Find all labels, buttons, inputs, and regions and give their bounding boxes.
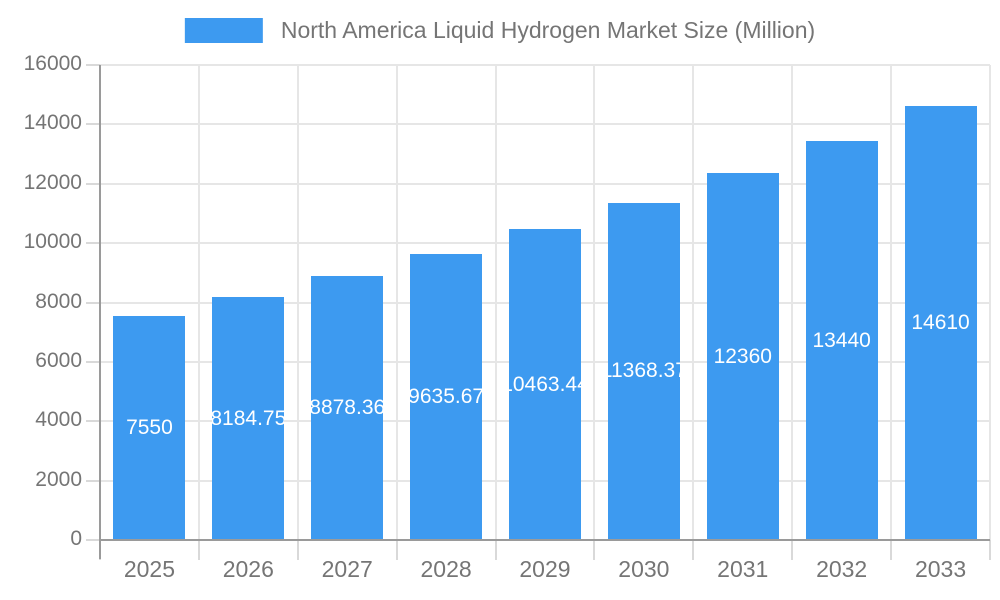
bar-value-label: 13440 [812,328,871,352]
x-tick-mark [395,540,398,560]
x-axis-tick-label: 2030 [618,556,670,582]
y-tick-mark [86,182,100,185]
x-tick-mark [197,540,200,560]
bar-2028: 9635.67 [410,253,483,540]
bar-2032: 13440 [805,141,878,540]
gridline-vertical [791,65,794,540]
legend-item[interactable]: North America Liquid Hydrogen Market Siz… [184,17,816,44]
gridline-vertical [494,65,497,540]
x-axis-tick-label: 2031 [717,556,769,582]
x-axis-tick-label: 2032 [816,556,868,582]
x-axis-tick-label: 2028 [420,556,472,582]
bar-2026: 8184.75 [212,297,285,540]
y-axis-tick-label: 0 [70,527,82,550]
x-axis-line [99,539,990,541]
bar-2025: 7550 [113,315,186,540]
bar-2030: 11368.37 [607,202,680,540]
gridline-horizontal [100,182,990,185]
x-axis-tick-label: 2025 [123,556,176,582]
x-tick-mark [692,540,695,560]
x-axis-tick-label: 2027 [321,556,373,582]
x-tick-mark [791,540,794,560]
x-tick-mark [593,540,596,560]
y-axis-tick-label: 4000 [35,408,82,432]
bar-2027: 8878.36 [311,276,384,540]
y-tick-mark [86,360,100,363]
bar-2029: 10463.44 [509,229,581,540]
y-axis-tick-label: 14000 [23,111,82,135]
gridline-vertical [890,65,893,540]
x-axis-tick-label: 2026 [222,556,274,582]
legend-swatch [184,18,263,43]
x-tick-mark [494,540,497,560]
gridline-vertical [296,65,299,540]
x-tick-mark [989,540,991,560]
y-axis-tick-label: 10000 [23,230,82,254]
gridline-vertical [593,65,596,540]
gridline-vertical [692,65,695,540]
gridline-horizontal [100,64,990,66]
x-axis-tick-label: 2029 [519,556,571,582]
gridline-vertical [395,65,398,540]
y-tick-mark [86,420,100,423]
bar-value-label: 10463.44 [509,372,581,396]
y-tick-mark [86,64,100,66]
y-tick-mark [86,242,100,245]
y-axis-tick-label: 12000 [23,170,82,194]
bar-2033: 14610 [904,106,977,540]
y-axis-tick-label: 16000 [23,52,82,75]
y-axis-tick-label: 2000 [35,467,82,491]
gridline-vertical [989,65,991,540]
bar-value-label: 14610 [911,311,970,335]
y-axis-tick-label: 8000 [35,289,82,313]
bar-2031: 12360 [706,173,779,540]
x-axis-tick-label: 2033 [914,556,967,582]
y-axis-line [99,65,101,559]
legend-label: North America Liquid Hydrogen Market Siz… [280,17,816,43]
bar-value-label: 8878.36 [311,396,384,420]
bar-value-label: 9635.67 [410,384,483,408]
bar-value-label: 7550 [126,415,173,439]
y-axis-tick-label: 6000 [35,348,82,372]
plot-area: 7550 8184.75 8878.36 9635.67 10463.44 11368.3… [100,64,991,540]
bar-value-label: 8184.75 [212,406,285,430]
gridline-vertical [197,65,200,540]
y-tick-mark [86,123,100,126]
x-tick-mark [296,540,299,560]
bar-value-label: 11368.37 [608,359,680,383]
gridline-horizontal [100,123,990,126]
y-tick-mark [86,479,100,482]
bar-value-label: 12360 [713,344,772,368]
y-tick-mark [86,539,100,541]
x-tick-mark [890,540,893,560]
y-tick-mark [86,301,100,304]
